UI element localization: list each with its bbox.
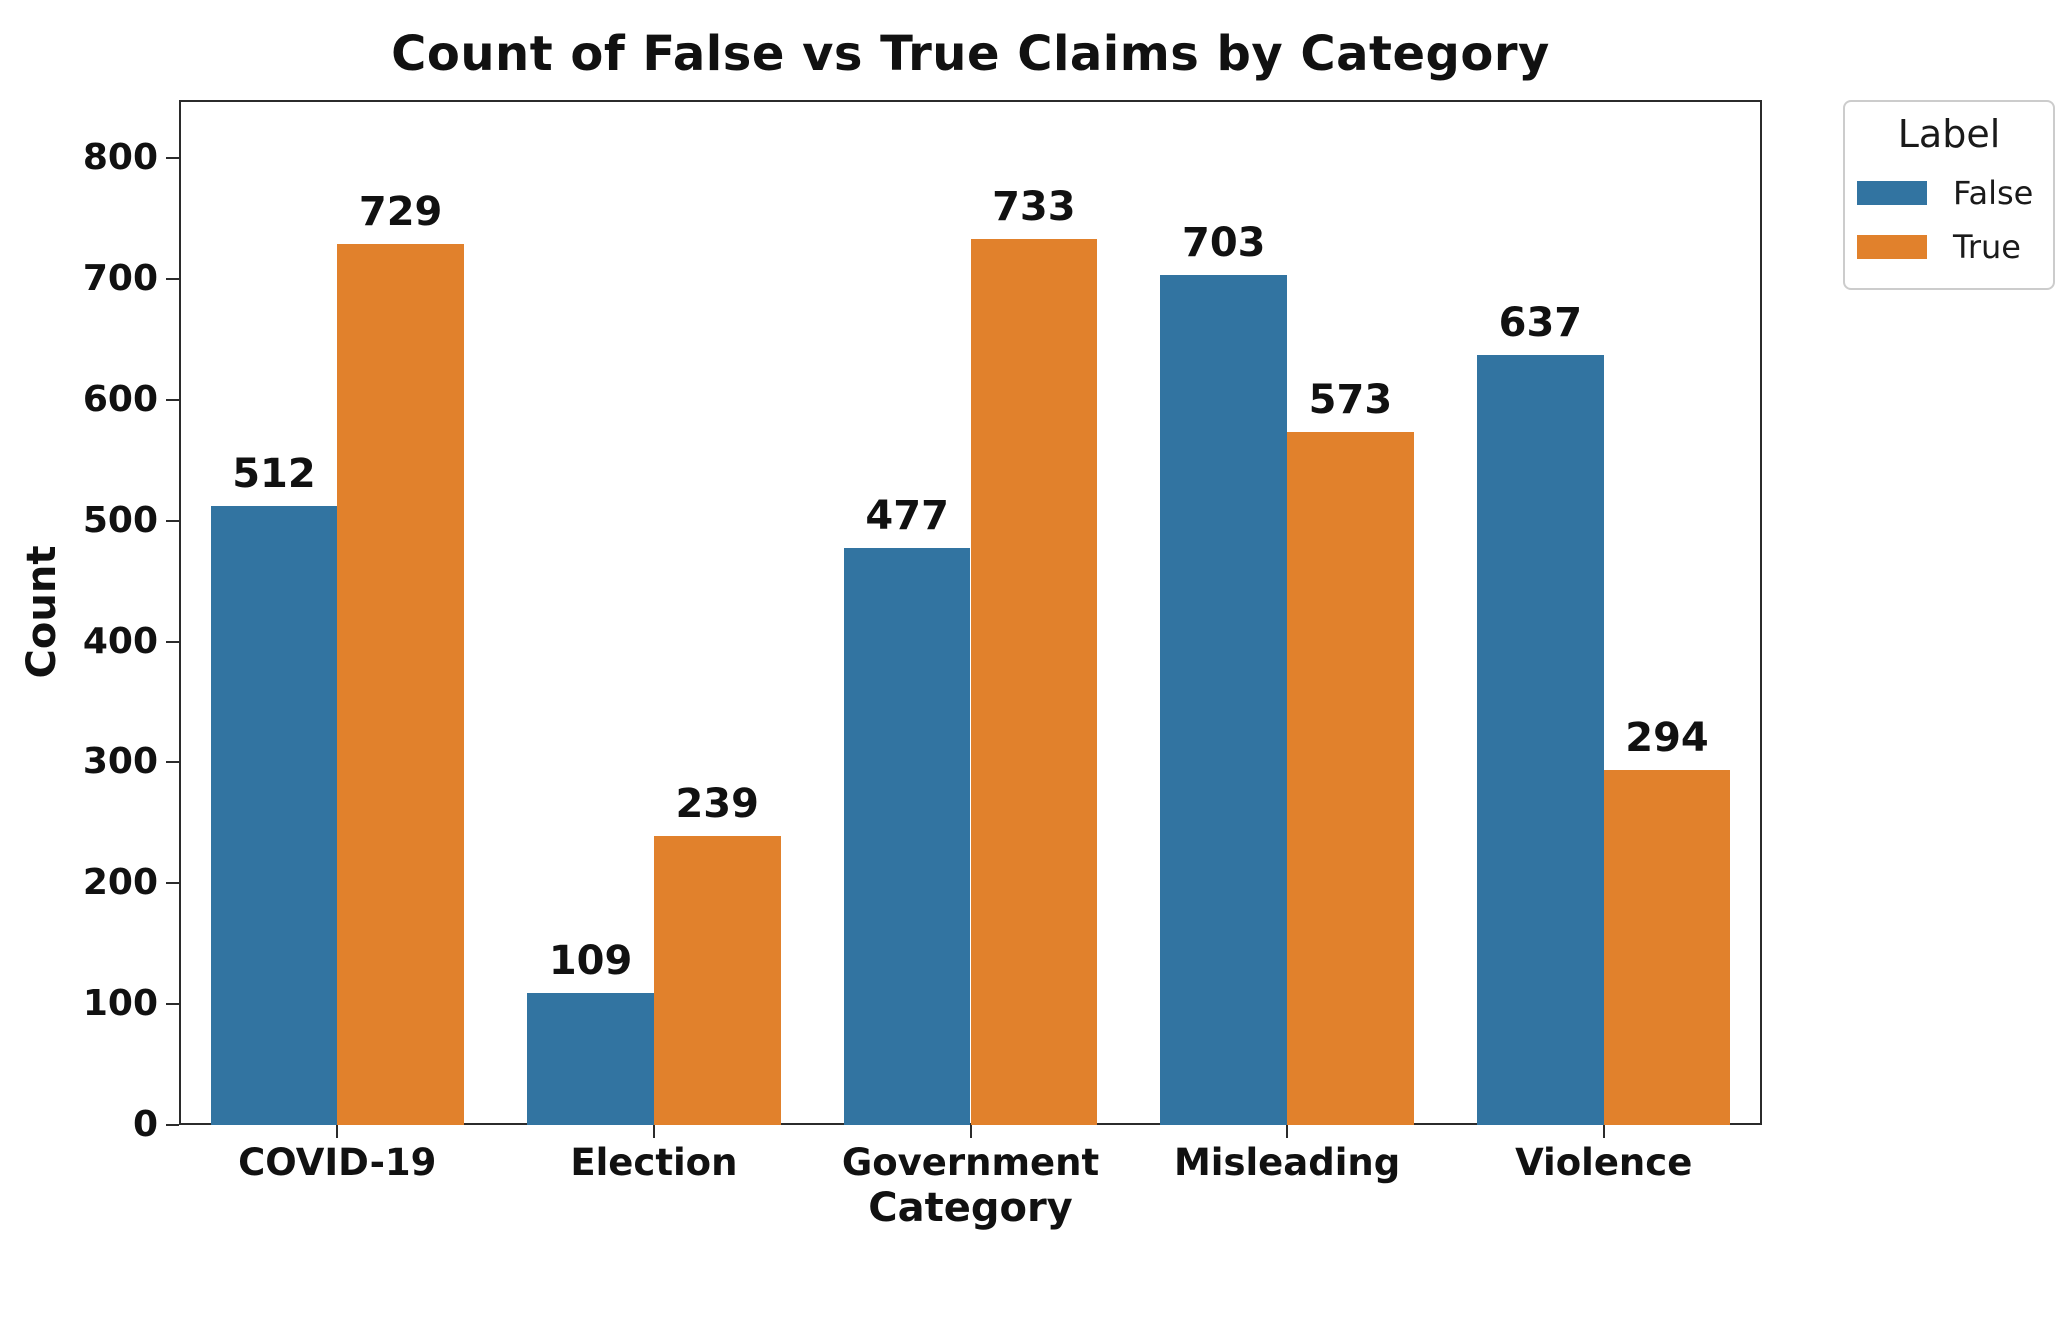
legend-item-label: True <box>1953 228 2021 266</box>
x-tick-mark <box>652 1125 655 1138</box>
bar-value-label-false-misleading: 703 <box>1182 220 1266 267</box>
y-tick-mark <box>166 761 179 764</box>
x-tick-label-government: Government <box>841 1141 1100 1184</box>
bar-value-label-true-election: 239 <box>675 781 759 828</box>
legend-item-true: True <box>1857 220 2041 274</box>
x-tick-label-covid-19: COVID-19 <box>238 1141 437 1184</box>
x-tick-mark <box>969 1125 972 1138</box>
x-tick-label-misleading: Misleading <box>1173 1141 1401 1184</box>
bar-false-government <box>843 548 971 1125</box>
y-tick-mark <box>166 1003 179 1006</box>
y-tick-label: 300 <box>82 741 158 783</box>
x-axis-label: Category <box>868 1185 1073 1231</box>
y-tick-label: 200 <box>82 862 158 904</box>
y-axis-label: Count <box>19 545 65 679</box>
bar-value-label-false-violence: 637 <box>1498 300 1583 347</box>
x-tick-mark <box>1286 1125 1289 1138</box>
legend: Label False True <box>1843 100 2055 290</box>
y-tick-mark <box>166 1124 179 1126</box>
bar-true-violence <box>1603 769 1731 1125</box>
y-tick-label: 100 <box>82 983 158 1025</box>
bar-value-label-false-covid-19: 512 <box>232 451 316 498</box>
legend-item-false: False <box>1857 166 2041 220</box>
y-tick-mark <box>166 277 179 280</box>
chart-title: Count of False vs True Claims by Categor… <box>391 26 1550 82</box>
y-tick-label: 600 <box>82 378 158 420</box>
bar-value-label-true-violence: 294 <box>1625 714 1709 761</box>
y-tick-mark <box>166 398 179 401</box>
bar-true-election <box>653 836 781 1125</box>
bar-value-label-true-government: 733 <box>992 184 1076 230</box>
legend-title: Label <box>1897 112 2001 156</box>
legend-items: False True <box>1857 166 2041 274</box>
bar-false-election <box>527 993 654 1125</box>
legend-swatch-false <box>1857 181 1927 205</box>
y-tick-label: 400 <box>82 620 158 662</box>
y-tick-label: 0 <box>132 1104 158 1145</box>
y-tick-label: 800 <box>82 137 158 179</box>
legend-item-label: False <box>1953 174 2034 212</box>
y-tick-mark <box>166 519 179 522</box>
bar-true-government <box>970 239 1098 1125</box>
bar-value-label-true-misleading: 573 <box>1308 377 1393 424</box>
bar-value-label-true-covid-19: 729 <box>358 188 443 235</box>
x-tick-label-violence: Violence <box>1515 1141 1693 1184</box>
x-tick-mark <box>336 1125 339 1138</box>
x-tick-label-election: Election <box>570 1141 738 1184</box>
bar-value-label-false-election: 109 <box>548 938 633 985</box>
bar-false-covid-19 <box>210 506 338 1125</box>
legend-swatch-true <box>1857 235 1927 259</box>
bar-true-misleading <box>1287 432 1414 1125</box>
bar-true-covid-19 <box>337 243 464 1125</box>
y-tick-label: 500 <box>82 499 158 541</box>
bar-value-label-false-government: 477 <box>865 493 949 540</box>
x-tick-mark <box>1602 1125 1605 1138</box>
y-tick-mark <box>166 882 179 885</box>
y-tick-label: 700 <box>82 257 158 299</box>
bar-false-misleading <box>1160 275 1288 1125</box>
y-tick-mark <box>166 640 179 643</box>
bar-false-violence <box>1477 355 1604 1125</box>
y-tick-mark <box>166 157 179 160</box>
